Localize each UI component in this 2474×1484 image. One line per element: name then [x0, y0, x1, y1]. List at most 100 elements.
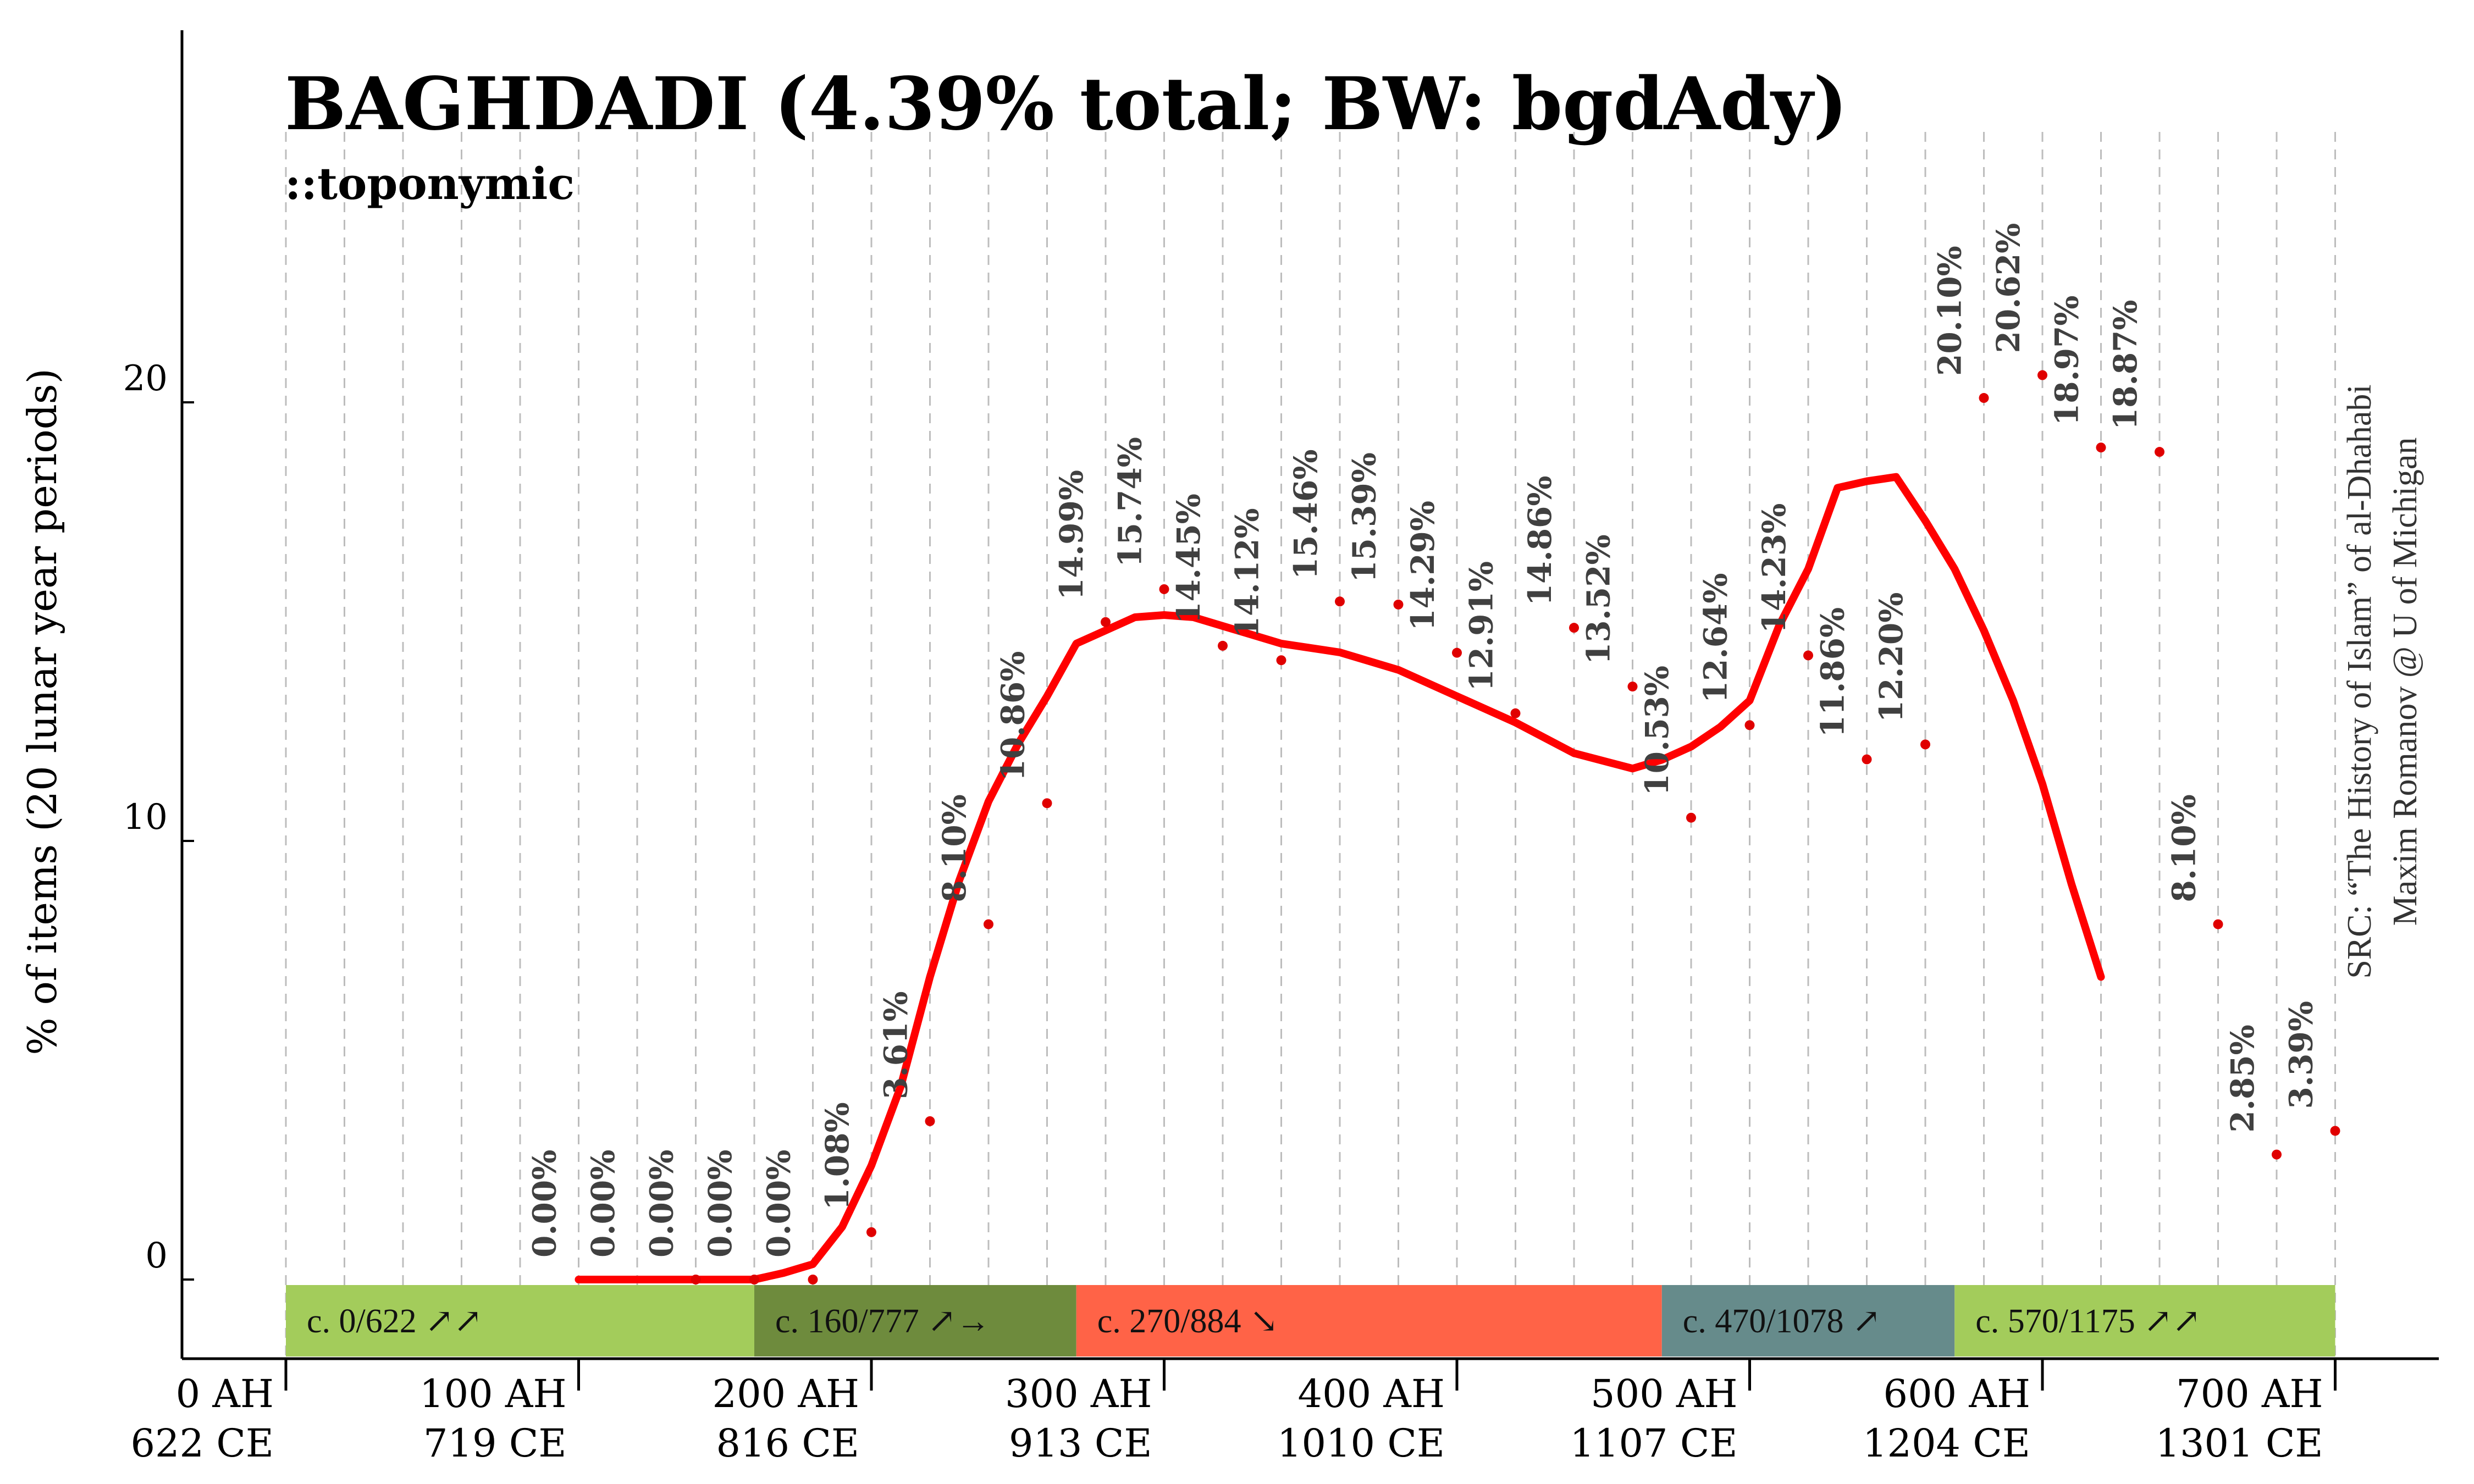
axes — [180, 30, 2439, 1360]
x-tick-label-ce: 913 CE — [1009, 1421, 1152, 1466]
data-label: 20.10% — [1931, 246, 1969, 376]
data-label: 0.00% — [643, 1150, 681, 1258]
data-point — [1979, 393, 1989, 403]
data-point — [2213, 919, 2223, 929]
chart-subtitle: ::toponymic — [285, 158, 575, 209]
x-tick-label-ce: 1107 CE — [1570, 1421, 1737, 1466]
data-label: 14.86% — [1521, 475, 1559, 606]
data-point — [1452, 647, 1462, 658]
data-point — [1920, 739, 1930, 750]
data-point — [2096, 442, 2106, 453]
data-point — [1276, 655, 1286, 666]
data-point — [749, 1275, 759, 1284]
data-label: 14.29% — [1404, 501, 1442, 631]
data-label: 11.86% — [1814, 607, 1852, 738]
data-labels: 0.00% 0.00% 0.00% 1.08% 3.61% 8.10% 10.86% 14.9… — [526, 223, 2320, 1258]
data-label: 10.86% — [995, 651, 1032, 782]
data-point — [2330, 1126, 2340, 1136]
period-band — [286, 1285, 754, 1356]
period-band — [1954, 1285, 2335, 1356]
data-label: 14.23% — [1755, 503, 1793, 634]
data-label: 2.85% — [2224, 1025, 2261, 1132]
x-tick-label-ah: 500 AH — [1591, 1371, 1737, 1416]
x-ticks: 0 AH 622 CE 100 AH 719 CE 200 AH 816 CE 300 AH… — [130, 1359, 2337, 1466]
data-label: 3.61% — [877, 992, 915, 1099]
x-tick-label-ah: 400 AH — [1298, 1371, 1445, 1416]
data-point — [1744, 720, 1755, 730]
data-point — [1042, 798, 1052, 809]
period-band — [754, 1285, 1076, 1356]
data-point — [2155, 447, 2164, 457]
x-tick-label-ce: 719 CE — [423, 1421, 567, 1466]
x-tick-label-ah: 200 AH — [713, 1371, 859, 1416]
data-point — [984, 919, 993, 929]
data-point — [866, 1227, 876, 1237]
data-label: 10.53% — [1638, 666, 1676, 796]
y-tick-label: 0 — [145, 1236, 168, 1276]
x-tick-label-ah: 300 AH — [1005, 1371, 1152, 1416]
data-label: 1.08% — [819, 1102, 856, 1210]
y-ticks: 0 10 20 — [123, 358, 194, 1281]
data-points — [691, 370, 2340, 1284]
data-label: 0.00% — [526, 1150, 564, 1258]
y-axis-label: % of items (20 lunar year periods) — [19, 368, 65, 1055]
data-label: 18.87% — [2107, 300, 2144, 430]
x-tick-label-ah: 0 AH — [176, 1371, 274, 1416]
data-label: 12.91% — [1463, 561, 1500, 691]
period-band — [1076, 1285, 1662, 1356]
data-label: 8.10% — [2166, 794, 2203, 902]
data-point — [1393, 599, 1404, 610]
data-point — [1101, 617, 1111, 627]
data-point — [808, 1275, 818, 1284]
y-tick-label: 10 — [123, 797, 168, 838]
data-point — [1159, 584, 1169, 594]
period-label: c. 570/1175 ↗↗ — [1975, 1303, 2201, 1340]
data-point — [691, 1275, 701, 1284]
x-tick-label-ah: 700 AH — [2176, 1371, 2323, 1416]
source-credit-line1: SRC: “The History of Islam” of al-Dhahab… — [2341, 384, 2378, 978]
data-label: 15.46% — [1287, 450, 1324, 580]
smoothed-trend-line — [575, 473, 2105, 1283]
data-label: 3.39% — [2283, 1001, 2320, 1109]
x-tick-label-ce: 1204 CE — [1863, 1421, 2030, 1466]
data-point — [1569, 623, 1579, 633]
y-tick-label: 20 — [123, 358, 168, 399]
data-point — [1627, 682, 1638, 692]
data-point — [925, 1116, 935, 1126]
source-credit-line2: Maxim Romanov @ U of Michigan — [2387, 438, 2424, 926]
data-point — [1335, 596, 1345, 607]
period-bands: c. 0/622 ↗↗ c. 160/777 ↗→ c. 270/884 ↘ c. 4… — [286, 1285, 2335, 1356]
period-label: c. 270/884 ↘ — [1097, 1303, 1278, 1340]
data-label: 15.39% — [1346, 452, 1383, 583]
data-label: 0.00% — [584, 1150, 622, 1258]
x-tick-label-ce: 1010 CE — [1277, 1421, 1445, 1466]
data-label: 13.52% — [1580, 534, 1617, 665]
x-tick-label-ce: 622 CE — [130, 1421, 274, 1466]
data-label: 15.74% — [1112, 437, 1149, 567]
data-label: 12.64% — [1697, 573, 1735, 704]
period-label: c. 0/622 ↗↗ — [307, 1303, 482, 1340]
data-label: 0.00% — [702, 1150, 739, 1258]
period-band — [1661, 1285, 1955, 1356]
data-point — [1803, 650, 1813, 661]
data-point — [1218, 640, 1228, 651]
data-label: 14.99% — [1053, 470, 1090, 600]
data-label: 8.10% — [936, 794, 973, 902]
x-tick-label-ce: 1301 CE — [2155, 1421, 2323, 1466]
grid-lines — [285, 132, 2336, 1358]
data-point — [1862, 754, 1872, 765]
data-label: 20.62% — [1990, 223, 2027, 353]
data-point — [2037, 370, 2047, 380]
data-point — [1510, 708, 1521, 718]
data-label: 0.00% — [760, 1150, 798, 1258]
data-point — [1686, 812, 1696, 823]
period-label: c. 160/777 ↗→ — [775, 1303, 990, 1340]
x-tick-label-ah: 100 AH — [419, 1371, 566, 1416]
data-label: 12.20% — [1873, 593, 1910, 723]
x-tick-label-ah: 600 AH — [1884, 1371, 2030, 1416]
x-tick-label-ce: 816 CE — [716, 1421, 859, 1466]
chart-title: BAGHDADI (4.39% total; BW: bgdAdy) — [285, 62, 1847, 147]
data-label: 14.45% — [1170, 494, 1207, 624]
data-label: 14.12% — [1229, 508, 1266, 638]
data-label: 18.97% — [2048, 295, 2086, 425]
